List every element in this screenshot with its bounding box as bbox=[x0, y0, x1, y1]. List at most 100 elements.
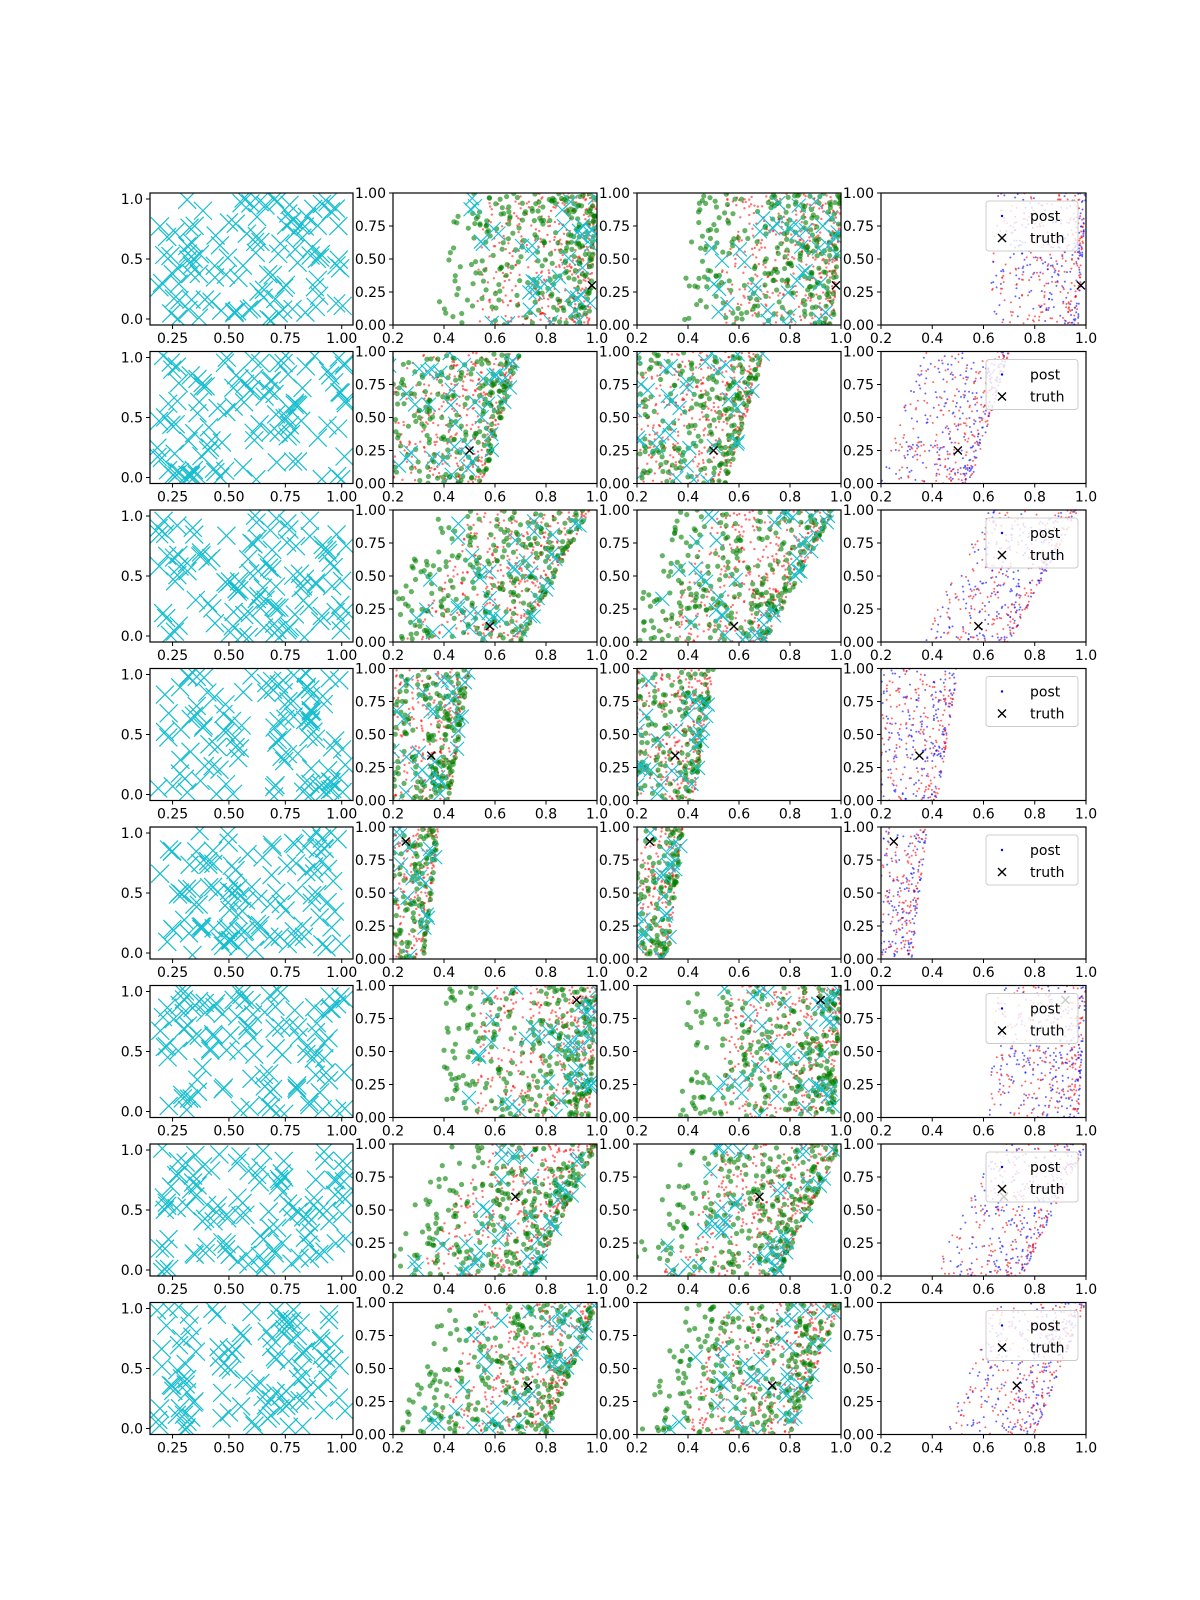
post-point bbox=[953, 472, 956, 475]
y-tick-label: 0.25 bbox=[599, 444, 630, 460]
red-sample-point bbox=[499, 563, 502, 567]
green-sample-point bbox=[526, 535, 532, 542]
red-sample-point bbox=[590, 271, 594, 275]
red-sample-point bbox=[461, 593, 465, 596]
cyan-sample-x bbox=[637, 430, 646, 445]
green-sample-point bbox=[429, 590, 435, 596]
red-sample-point bbox=[661, 436, 664, 439]
green-sample-point bbox=[755, 303, 761, 309]
y-tick-label: 0.50 bbox=[843, 252, 874, 268]
cyan-sample-x bbox=[640, 382, 656, 398]
y-tick-label: 0.50 bbox=[355, 411, 386, 427]
cyan-sample-x bbox=[706, 438, 722, 454]
post-point bbox=[906, 453, 909, 456]
green-sample-point bbox=[698, 438, 704, 444]
green-sample-point bbox=[520, 237, 526, 244]
red-sample-point bbox=[586, 248, 590, 252]
cyan-sample-x bbox=[544, 546, 560, 562]
red-sample-point bbox=[634, 412, 636, 414]
red-sample-point bbox=[706, 433, 710, 436]
post-point bbox=[933, 365, 936, 368]
red-sample-point bbox=[563, 203, 566, 206]
x-tick-label: 0.50 bbox=[213, 648, 244, 664]
green-sample-point bbox=[386, 393, 391, 398]
cyan-sample-x bbox=[732, 241, 748, 257]
post-point bbox=[920, 369, 923, 372]
red-sample-point bbox=[460, 581, 464, 584]
green-sample-point bbox=[408, 589, 414, 595]
green-sample-point bbox=[563, 320, 569, 325]
green-sample-point bbox=[669, 462, 675, 468]
green-sample-point bbox=[514, 302, 521, 308]
post-point bbox=[1057, 270, 1060, 273]
green-sample-point bbox=[566, 540, 572, 546]
red-sample-point bbox=[696, 386, 699, 389]
red-sample-point bbox=[750, 383, 754, 387]
post-point bbox=[1039, 257, 1042, 260]
red-sample-point bbox=[751, 314, 754, 317]
green-sample-point bbox=[486, 360, 492, 366]
post-point bbox=[1048, 297, 1051, 300]
red-sample-point bbox=[520, 569, 523, 573]
green-sample-point bbox=[457, 376, 464, 382]
post-point bbox=[946, 453, 949, 456]
red-sample-point bbox=[542, 569, 546, 573]
green-sample-point bbox=[549, 291, 555, 297]
green-sample-point bbox=[558, 195, 565, 202]
design-x-marker bbox=[306, 297, 326, 317]
green-sample-point bbox=[705, 276, 711, 282]
red-sample-point bbox=[469, 531, 473, 535]
green-sample-point bbox=[506, 204, 512, 210]
y-tick-label: 0.25 bbox=[843, 444, 874, 460]
green-sample-point bbox=[473, 557, 480, 564]
green-sample-point bbox=[507, 368, 514, 374]
red-sample-point bbox=[549, 524, 552, 528]
post-point bbox=[972, 459, 975, 462]
green-sample-point bbox=[741, 282, 748, 289]
cyan-sample-x bbox=[567, 302, 583, 318]
design-x-marker bbox=[181, 465, 201, 484]
red-sample-point bbox=[707, 418, 710, 422]
post-point bbox=[1079, 273, 1082, 276]
post-point bbox=[890, 449, 893, 452]
red-sample-point bbox=[446, 620, 449, 624]
red-sample-point bbox=[766, 290, 769, 294]
green-sample-point bbox=[620, 371, 625, 376]
post-point bbox=[948, 473, 951, 476]
post-point bbox=[910, 417, 913, 420]
y-tick-label: 0.75 bbox=[599, 219, 630, 235]
post-point bbox=[1065, 296, 1068, 299]
post-point bbox=[925, 421, 928, 424]
post-point bbox=[966, 466, 969, 469]
red-sample-point bbox=[577, 276, 580, 279]
post-point bbox=[913, 454, 916, 457]
post-point bbox=[969, 458, 972, 461]
legend-post-marker bbox=[1000, 214, 1004, 218]
post-point bbox=[944, 402, 947, 405]
cyan-sample-x bbox=[424, 362, 440, 377]
red-sample-point bbox=[456, 573, 459, 576]
red-sample-point bbox=[578, 317, 581, 320]
post-point bbox=[954, 441, 957, 444]
post-point bbox=[1020, 278, 1023, 281]
post-point bbox=[950, 355, 953, 358]
design-x-marker bbox=[310, 248, 330, 267]
cyan-sample-x bbox=[571, 313, 587, 325]
cyan-sample-x bbox=[522, 608, 538, 624]
post-point bbox=[1000, 270, 1003, 273]
design-x-marker bbox=[244, 423, 264, 443]
red-sample-point bbox=[463, 538, 466, 541]
post-point bbox=[976, 429, 979, 432]
red-sample-point bbox=[587, 215, 590, 218]
post-point bbox=[1072, 318, 1075, 321]
green-sample-point bbox=[452, 278, 458, 284]
post-point bbox=[961, 352, 964, 355]
green-sample-point bbox=[473, 456, 480, 462]
post-point bbox=[1015, 274, 1018, 277]
green-sample-point bbox=[831, 274, 837, 281]
green-sample-point bbox=[484, 457, 490, 463]
post-point bbox=[1003, 354, 1006, 357]
legend-box bbox=[985, 200, 1079, 252]
x-tick-label: 0.25 bbox=[157, 648, 188, 664]
red-sample-point bbox=[448, 373, 451, 376]
